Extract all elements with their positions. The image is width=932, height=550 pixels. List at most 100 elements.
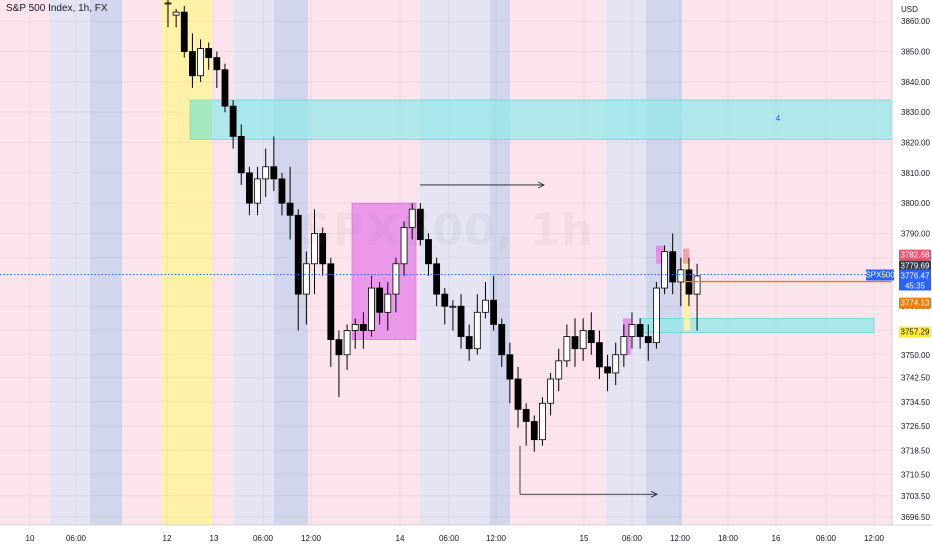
- candle-body: [392, 263, 400, 295]
- price-tag-last-bg: [899, 269, 931, 291]
- candle-body: [408, 208, 416, 228]
- candle-body: [498, 324, 506, 356]
- price-tag-1: 3782.68: [901, 251, 930, 260]
- time-axis-label: 12:00: [864, 534, 885, 543]
- candle-body: [302, 263, 310, 295]
- candle-body: [571, 336, 579, 350]
- candle-body: [197, 48, 204, 77]
- candle-body: [482, 299, 489, 313]
- candle-body: [359, 324, 367, 331]
- candle-body: [457, 305, 465, 337]
- candle-body: [490, 299, 498, 325]
- session-band: [274, 0, 308, 525]
- zone-overlap-highlight: [190, 100, 212, 140]
- candle-body: [522, 408, 530, 422]
- price-tag-2-bg: [899, 260, 931, 272]
- time-axis-label: 15: [580, 534, 589, 543]
- candle-body: [319, 233, 327, 265]
- bar-countdown: 45:35: [905, 281, 926, 290]
- time-axis-label: 10: [26, 534, 35, 543]
- time-axis-label: 06:00: [816, 534, 837, 543]
- session-bands: [0, 0, 892, 525]
- candle-body: [506, 354, 514, 380]
- candle-body: [473, 311, 481, 350]
- session-band: [90, 0, 122, 525]
- candle-body: [628, 324, 636, 337]
- candle-body: [237, 136, 245, 174]
- candle-body: [400, 227, 408, 265]
- drawing-zones[interactable]: [189, 99, 893, 355]
- price-tag-1-bg: [899, 249, 931, 261]
- price-axis-label: 3860.00: [901, 17, 930, 26]
- candle-body: [669, 251, 677, 283]
- supply-zone-upper[interactable]: [189, 99, 893, 140]
- time-axis-label: 14: [396, 534, 405, 543]
- candle-body: [270, 166, 278, 180]
- candle-body: [311, 233, 318, 265]
- price-axis-label: 3696.50: [901, 513, 930, 522]
- candle-body: [164, 2, 172, 5]
- drawing-lines[interactable]: 4: [0, 114, 892, 498]
- price-tag-orange-bg: [899, 297, 931, 309]
- small-red-marker: [683, 248, 689, 264]
- candle-body: [661, 251, 668, 289]
- order-block-box[interactable]: [351, 202, 417, 340]
- candle-body: [213, 57, 221, 71]
- time-axis-label: 16: [772, 534, 781, 543]
- price-axis-label: 3850.00: [901, 48, 930, 57]
- time-axis-label: 18:00: [718, 534, 739, 543]
- price-axis-label: 3742.50: [901, 374, 930, 383]
- candle-body: [343, 330, 351, 356]
- candle-body: [425, 239, 432, 265]
- candle-body: [604, 366, 611, 374]
- time-axis-label: 06:00: [439, 534, 460, 543]
- session-band: [606, 0, 646, 525]
- candle-body: [351, 324, 359, 331]
- session-band: [234, 0, 274, 525]
- ray-arrowhead: [537, 181, 545, 189]
- candle-body: [449, 305, 457, 308]
- price-axis-label: 3734.50: [901, 398, 930, 407]
- candle-body: [441, 293, 449, 307]
- price-axis-label: 3830.00: [901, 108, 930, 117]
- time-axis-label: 13: [210, 534, 219, 543]
- session-band: [50, 0, 90, 525]
- candle-body: [644, 336, 652, 344]
- zone-annotation-label: 4: [776, 114, 781, 123]
- price-tag-orange: 3774.13: [901, 299, 930, 308]
- price-axis-label: 3703.50: [901, 492, 930, 501]
- candle-body: [579, 330, 587, 350]
- time-axis-label: 06:00: [622, 534, 643, 543]
- price-axis-currency: USD: [901, 5, 918, 14]
- candle-body: [433, 263, 441, 295]
- candle-body: [677, 269, 685, 283]
- demand-zone-lower[interactable]: [639, 318, 875, 333]
- time-axis-label: 12:00: [301, 534, 322, 543]
- time-axis-bg: [0, 525, 932, 550]
- session-band: [162, 0, 212, 525]
- candle-body: [530, 421, 538, 441]
- candle-body: [368, 287, 375, 331]
- candle-body: [278, 178, 286, 204]
- price-axis-label: 3750.00: [901, 351, 930, 360]
- candle-body: [254, 178, 261, 204]
- candle-body: [335, 339, 343, 356]
- candle-body: [653, 287, 660, 344]
- chart-title: S&P 500 Index, 1h, FX: [6, 3, 108, 14]
- candle-body: [547, 378, 554, 404]
- candle-body: [693, 275, 701, 295]
- time-axis-label: 06:00: [66, 534, 87, 543]
- price-tag-zone: 3757.29: [901, 328, 930, 337]
- candle-body: [229, 105, 237, 137]
- price-axis-label: 3718.50: [901, 446, 930, 455]
- time-axis[interactable]: 10 06:00 12 13 06:00 12:00 14 06:00 12:00 15 06:00…: [0, 524, 932, 550]
- price-axis-label: 3810.00: [901, 169, 930, 178]
- symbol-tag: SPX500: [865, 270, 895, 279]
- time-axis-label: 06:00: [253, 534, 274, 543]
- session-band: [490, 0, 510, 525]
- small-order-block-upper[interactable]: [656, 245, 665, 264]
- candle-body: [205, 48, 213, 58]
- price-axis-label: 3840.00: [901, 78, 930, 87]
